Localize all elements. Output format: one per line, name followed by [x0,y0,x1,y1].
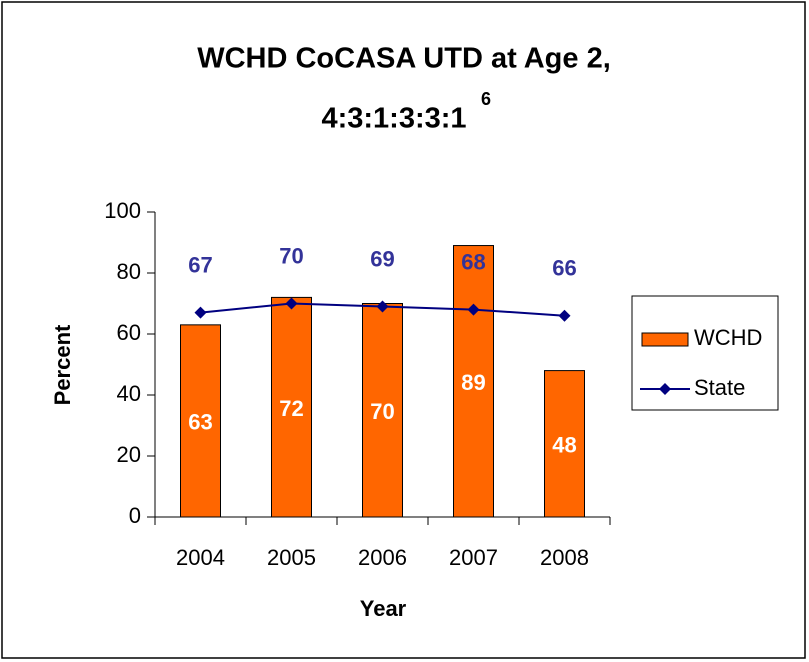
bar-value-label: 48 [552,433,576,458]
legend-marker [659,383,671,395]
x-tick-label: 2005 [267,545,316,570]
line-value-label: 66 [552,256,576,281]
x-tick-label: 2004 [176,545,225,570]
line-marker [194,306,207,319]
line-value-label: 68 [461,249,485,274]
chart-title: WCHD CoCASA UTD at Age 2, [197,43,611,75]
line-marker [285,297,298,310]
chart-title: 4:3:1:3:3:1 [321,103,466,135]
bar [453,245,494,518]
title-superscript: 6 [481,89,491,109]
line-value-label: 70 [279,243,303,268]
line-marker [558,309,571,322]
line-value-label: 67 [188,252,212,277]
x-tick-label: 2007 [449,545,498,570]
legend-label: State [694,375,745,400]
x-tick-label: 2008 [540,545,589,570]
x-tick-label: 2006 [358,545,407,570]
x-axis-label: Year [360,596,407,621]
y-tick-label: 100 [104,198,141,223]
line-value-label: 69 [370,246,394,271]
y-tick-label: 60 [117,320,141,345]
legend-swatch [641,332,689,347]
y-axis-label: Percent [50,324,75,405]
legend-box [631,295,779,411]
line-marker [376,300,389,313]
bar-value-label: 70 [370,399,394,424]
y-tick-label: 0 [129,503,141,528]
bar-value-label: 63 [188,410,212,435]
bar-value-label: 89 [461,370,485,395]
y-tick-label: 80 [117,259,141,284]
bar-value-label: 72 [279,396,303,421]
y-tick-label: 20 [117,442,141,467]
line-marker [467,303,480,316]
legend-label: WCHD [694,325,762,350]
y-tick-label: 40 [117,381,141,406]
bar [271,296,312,518]
